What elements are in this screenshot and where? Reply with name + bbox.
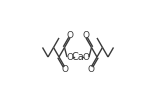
Text: O: O <box>61 64 68 74</box>
Text: O: O <box>83 52 90 62</box>
Text: O: O <box>66 31 73 40</box>
Text: O: O <box>88 64 95 74</box>
Text: Ca: Ca <box>72 52 84 62</box>
Text: O: O <box>66 52 73 62</box>
Text: O: O <box>83 31 90 40</box>
